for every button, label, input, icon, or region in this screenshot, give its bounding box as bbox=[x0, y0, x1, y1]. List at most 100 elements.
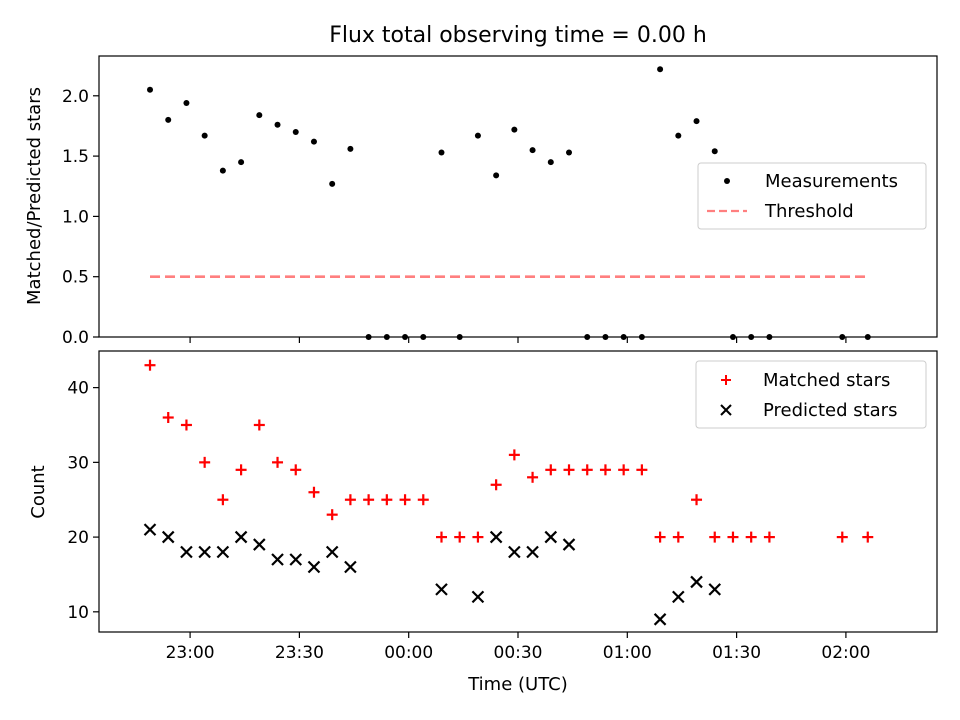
x-stroke-b bbox=[471, 590, 485, 604]
top-axes-frame bbox=[98, 55, 938, 338]
matched-stars-point bbox=[672, 531, 684, 543]
bottom-x-ticks: 23:00 23:30 00:00 00:30 01:00 01:30 02:00 bbox=[166, 632, 870, 663]
legend-predicted-marker bbox=[720, 404, 732, 416]
measurement-point bbox=[292, 128, 299, 135]
top-y-tick-label: 1.0 bbox=[62, 207, 89, 227]
matched-stars-point bbox=[654, 531, 666, 543]
top-y-axis-label: Matched/Predicted stars bbox=[24, 87, 45, 305]
matched-stars-point bbox=[508, 449, 520, 461]
predicted-stars-point bbox=[143, 523, 157, 536]
predicted-stars-point bbox=[708, 583, 722, 596]
matched-stars-point bbox=[344, 494, 356, 506]
predicted-stars-point bbox=[216, 545, 230, 559]
measurement-point bbox=[675, 132, 682, 139]
measurement-point bbox=[256, 112, 263, 119]
matched-stars-point bbox=[180, 419, 192, 431]
predicted-stars-point bbox=[289, 553, 303, 566]
top-x-ticks bbox=[189, 337, 847, 343]
x-stroke-b bbox=[253, 538, 266, 551]
predicted-stars-point bbox=[325, 545, 339, 559]
bottom-legend: Matched stars Predicted stars bbox=[695, 360, 927, 429]
measurement-point bbox=[238, 159, 245, 166]
chart-title: Flux total observing time = 0.00 h bbox=[329, 23, 707, 48]
matched-stars-point bbox=[435, 531, 447, 543]
x-stroke-b bbox=[489, 530, 503, 544]
matched-stars-point bbox=[691, 494, 703, 506]
x-stroke-b bbox=[562, 538, 576, 551]
x-stroke-b bbox=[690, 575, 703, 589]
matched-stars-point bbox=[472, 531, 484, 543]
x-tick-label: 00:00 bbox=[384, 643, 433, 663]
measurement-point bbox=[347, 145, 354, 152]
predicted-stars-point bbox=[161, 530, 175, 544]
predicted-stars-point bbox=[562, 538, 576, 551]
matched-stars-point bbox=[745, 531, 757, 543]
matched-stars-point bbox=[363, 494, 375, 506]
x-tick-label: 23:00 bbox=[166, 643, 215, 663]
x-stroke-b bbox=[234, 530, 248, 544]
measurement-point bbox=[438, 149, 445, 156]
x-stroke-b bbox=[653, 613, 667, 626]
top-legend-box bbox=[697, 162, 927, 230]
matched-stars-point bbox=[272, 456, 284, 468]
matched-stars-point bbox=[417, 494, 429, 506]
x-tick-label: 01:00 bbox=[603, 643, 652, 663]
measurement-point bbox=[201, 132, 208, 139]
legend-measurements-marker bbox=[724, 178, 730, 184]
top-y-tick-label: 2.0 bbox=[62, 87, 89, 107]
x-stroke-b bbox=[143, 523, 157, 536]
measurement-point bbox=[529, 147, 536, 154]
x-stroke-b bbox=[544, 530, 558, 544]
matched-stars-point bbox=[599, 464, 611, 476]
x-stroke-b bbox=[216, 545, 230, 559]
matched-stars-point bbox=[144, 359, 156, 371]
legend-matched-marker bbox=[721, 375, 731, 385]
x-stroke-b bbox=[198, 545, 211, 559]
matched-stars-point bbox=[290, 464, 302, 476]
predicted-stars-point bbox=[198, 545, 211, 559]
x-stroke-b bbox=[161, 530, 175, 544]
matched-stars-point bbox=[636, 464, 648, 476]
matched-stars-point bbox=[527, 471, 539, 483]
predicted-stars-point bbox=[471, 590, 485, 604]
x-stroke-b bbox=[180, 545, 193, 559]
bottom-y-axis-label: Count bbox=[28, 465, 49, 518]
measurement-point bbox=[183, 100, 190, 107]
matched-stars-point bbox=[162, 412, 174, 424]
top-y-tick-label: 1.5 bbox=[62, 147, 89, 167]
measurement-point bbox=[693, 118, 700, 125]
x-stroke-b bbox=[289, 553, 303, 566]
measurement-point bbox=[329, 180, 336, 187]
matched-stars-point bbox=[862, 531, 874, 543]
x-tick-label: 23:30 bbox=[275, 643, 324, 663]
legend-threshold-label: Threshold bbox=[764, 201, 854, 222]
x-stroke-b bbox=[672, 590, 685, 604]
predicted-stars-point bbox=[544, 530, 558, 544]
measurement-point bbox=[165, 116, 172, 123]
matched-stars-point bbox=[709, 531, 721, 543]
measurement-point bbox=[274, 121, 281, 128]
top-panel: Flux total observing time = 0.00 h Match… bbox=[24, 23, 938, 348]
matched-stars-point bbox=[836, 531, 848, 543]
x-stroke-b bbox=[307, 560, 321, 574]
bottom-y-ticks: 10 20 30 40 bbox=[67, 379, 99, 623]
predicted-stars-point bbox=[435, 583, 448, 596]
bottom-y-tick-label: 30 bbox=[67, 453, 89, 473]
matched-stars-point bbox=[727, 531, 739, 543]
matched-stars-point bbox=[253, 419, 265, 431]
predicted-stars-point bbox=[271, 553, 284, 566]
matched-stars-point bbox=[581, 464, 593, 476]
matched-stars-point bbox=[199, 456, 211, 468]
measurement-point bbox=[219, 167, 226, 174]
matched-stars-point bbox=[763, 531, 775, 543]
predicted-stars-point bbox=[253, 538, 266, 551]
matched-stars-point bbox=[217, 494, 229, 506]
bottom-panel: Count Time (UTC) 10 20 30 40 23:00 23:30 00:0… bbox=[28, 350, 938, 695]
bottom-y-tick-label: 10 bbox=[67, 603, 89, 623]
matched-stars-point bbox=[545, 464, 557, 476]
matched-stars-point bbox=[563, 464, 575, 476]
matched-stars-point bbox=[399, 494, 411, 506]
matched-stars-point bbox=[326, 509, 338, 521]
